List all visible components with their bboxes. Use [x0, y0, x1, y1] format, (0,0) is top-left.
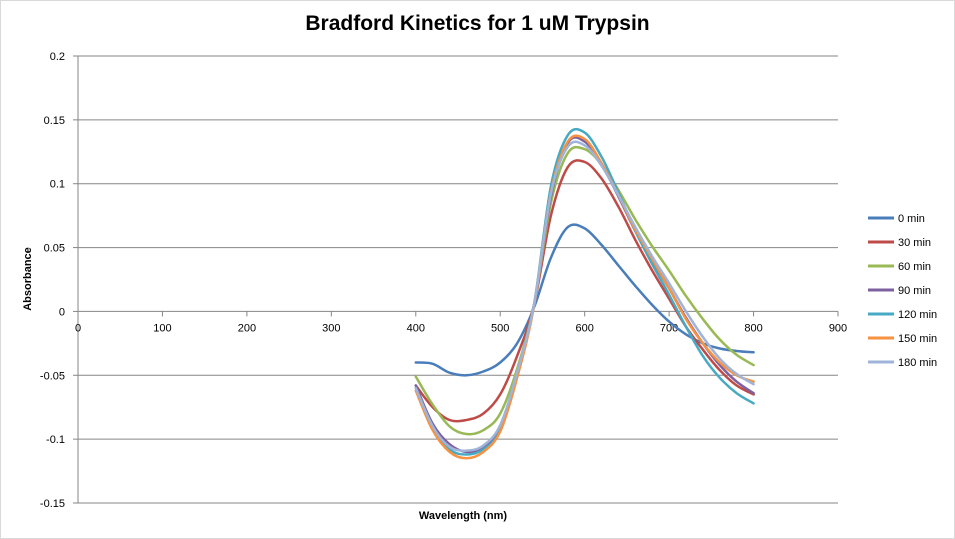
y-axis-title: Absorbance [22, 247, 34, 311]
x-tick-label: 200 [238, 322, 256, 334]
series-line-60-min [414, 145, 755, 436]
y-tick-label: -0.1 [46, 434, 65, 446]
series-line-120-min [414, 127, 755, 456]
x-tick-label: 800 [744, 322, 762, 334]
series-line-30-min [414, 159, 755, 423]
y-tick-label: 0.05 [44, 243, 65, 255]
legend-entry: 120 min [898, 309, 937, 321]
y-tick-label: -0.05 [40, 370, 65, 382]
x-tick-label: 900 [829, 322, 847, 334]
x-axis-title: Wavelength (nm) [419, 510, 508, 522]
x-tick-label: 0 [75, 322, 81, 334]
y-tick-label: 0.2 [50, 51, 65, 63]
series-line-180-min [414, 140, 755, 452]
x-tick-label: 100 [153, 322, 171, 334]
legend-entry: 30 min [898, 237, 931, 249]
x-tick-label: 500 [491, 322, 509, 334]
series-line-90-min [414, 136, 755, 454]
legend-entry: 180 min [898, 357, 937, 369]
y-tick-label: 0.15 [44, 115, 65, 127]
series-line-150-min [414, 134, 755, 460]
x-tick-label: 600 [575, 322, 593, 334]
x-tick-label: 400 [407, 322, 425, 334]
axes: 0.2 0.15 0.1 0.05 0 -0.05 -0.1 -0.15 0 100 200 300 4… [40, 51, 847, 510]
legend-entry: 60 min [898, 261, 931, 273]
x-tick-label: 300 [322, 322, 340, 334]
y-tick-label: 0 [59, 306, 65, 318]
legend-entry: 90 min [898, 285, 931, 297]
y-tick-label: 0.1 [50, 179, 65, 191]
series-lines [414, 127, 755, 460]
y-tick-label: -0.15 [40, 498, 65, 510]
legend-entry: 150 min [898, 333, 937, 345]
legend-entry: 0 min [898, 213, 925, 225]
legend: 0 min 30 min 60 min 90 min 120 min 150 min 180… [868, 213, 937, 369]
grid-lines [78, 55, 838, 504]
chart-title: Bradford Kinetics for 1 uM Trypsin [305, 12, 650, 35]
series-line-0-min [414, 223, 755, 377]
